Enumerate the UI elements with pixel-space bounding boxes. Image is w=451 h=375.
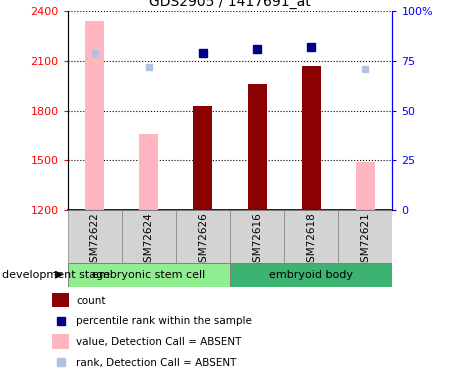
Bar [122, 210, 176, 262]
Text: GSM72626: GSM72626 [198, 213, 208, 269]
Bar [68, 262, 230, 287]
Bar [52, 334, 69, 349]
Text: development stage: development stage [2, 270, 110, 280]
Bar [68, 210, 122, 262]
Bar [284, 210, 338, 262]
Title: GDS2905 / 1417691_at: GDS2905 / 1417691_at [149, 0, 311, 9]
Text: GSM72618: GSM72618 [306, 213, 316, 269]
Text: GSM72624: GSM72624 [144, 213, 154, 269]
Text: value, Detection Call = ABSENT: value, Detection Call = ABSENT [76, 337, 242, 347]
Bar [338, 210, 392, 262]
Bar [193, 106, 212, 210]
Bar [176, 210, 230, 262]
Text: count: count [76, 296, 106, 306]
Bar [85, 21, 104, 210]
Bar [248, 84, 267, 210]
Text: embryonic stem cell: embryonic stem cell [92, 270, 206, 280]
Bar [356, 162, 375, 210]
Text: GSM72622: GSM72622 [90, 213, 100, 269]
Bar [230, 262, 392, 287]
Bar [139, 134, 158, 210]
Text: GSM72616: GSM72616 [252, 213, 262, 269]
Text: GSM72621: GSM72621 [360, 213, 370, 269]
Text: rank, Detection Call = ABSENT: rank, Detection Call = ABSENT [76, 358, 237, 368]
Bar [230, 210, 284, 262]
Text: embryoid body: embryoid body [269, 270, 353, 280]
Bar [302, 66, 321, 210]
Bar [52, 292, 69, 308]
Text: percentile rank within the sample: percentile rank within the sample [76, 316, 252, 326]
